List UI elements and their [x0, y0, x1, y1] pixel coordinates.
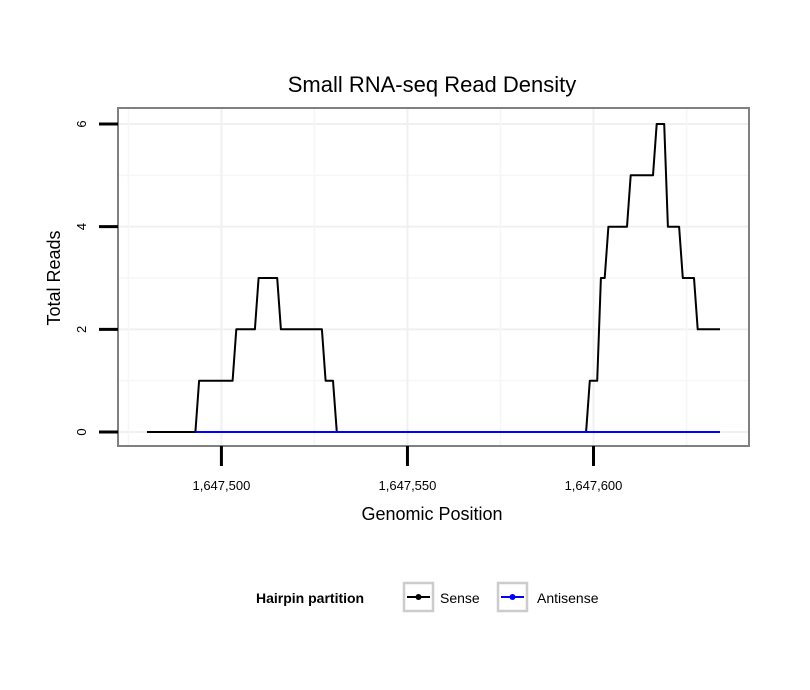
- x-axis: 1,647,500 1,647,550 1,647,600: [192, 446, 622, 493]
- y-tick-label: 0: [74, 428, 89, 435]
- y-tick-label: 2: [74, 326, 89, 333]
- x-tick-label: 1,647,550: [379, 478, 437, 493]
- series-group: [147, 123, 720, 433]
- y-axis-label: Total Reads: [44, 230, 64, 325]
- legend-label-antisense: Antisense: [537, 590, 599, 606]
- chart-title: Small RNA-seq Read Density: [288, 72, 577, 97]
- legend-point-sense: [415, 594, 422, 600]
- x-tick-label: 1,647,500: [192, 478, 250, 493]
- legend: Hairpin partition Sense Antisense: [256, 581, 599, 613]
- x-axis-label: Genomic Position: [361, 504, 502, 524]
- series-line-sense: [147, 123, 720, 433]
- legend-point-antisense: [509, 594, 516, 600]
- y-tick-label: 4: [74, 223, 89, 230]
- legend-label-sense: Sense: [440, 590, 480, 606]
- x-tick-label: 1,647,600: [565, 478, 623, 493]
- plot-border: [117, 107, 750, 447]
- legend-title: Hairpin partition: [256, 590, 364, 606]
- y-tick-label: 6: [74, 120, 89, 127]
- y-axis: 0 2 4 6: [74, 120, 118, 436]
